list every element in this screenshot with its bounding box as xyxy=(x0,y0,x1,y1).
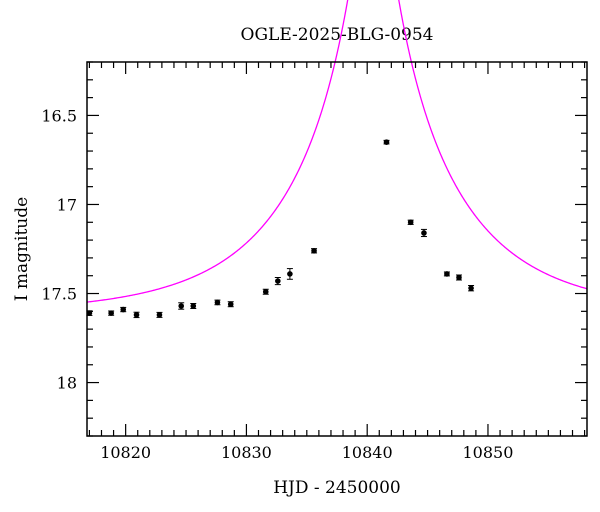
data-point xyxy=(156,312,163,318)
data-point xyxy=(421,230,427,236)
model-curve-group xyxy=(86,0,588,303)
data-point xyxy=(407,219,414,226)
x-tick-label: 10820 xyxy=(100,443,151,462)
y-tick-label: 18 xyxy=(57,374,77,393)
chart-title: OGLE-2025-BLG-0954 xyxy=(241,25,434,45)
data-point xyxy=(275,278,281,284)
data-point xyxy=(468,285,474,291)
data-point xyxy=(311,247,317,254)
data-point xyxy=(287,271,293,277)
y-axis-label: I magnitude xyxy=(12,197,32,301)
x-tick-label: 10850 xyxy=(463,443,514,462)
data-point xyxy=(86,310,93,316)
data-point xyxy=(120,306,127,313)
data-point xyxy=(108,310,114,316)
data-point xyxy=(262,288,269,295)
data-point xyxy=(214,299,221,306)
data-point xyxy=(456,274,462,281)
model-curve xyxy=(86,0,588,303)
axis-ticks: 10820 10830 10840 10850 16.5 17 17.5 18 xyxy=(41,61,587,462)
y-tick-label: 17.5 xyxy=(41,285,77,304)
x-tick-label: 10840 xyxy=(342,443,393,462)
plot-frame xyxy=(86,61,588,437)
data-point xyxy=(190,303,197,309)
data-point xyxy=(383,139,390,145)
data-point xyxy=(178,303,185,309)
data-points-group xyxy=(86,139,475,319)
data-point xyxy=(444,271,450,277)
y-tick-label: 16.5 xyxy=(41,106,77,125)
x-tick-label: 10830 xyxy=(221,443,272,462)
y-tick-label: 17 xyxy=(57,195,77,214)
data-point xyxy=(133,312,140,318)
x-axis-label: HJD - 2450000 xyxy=(273,478,401,498)
data-point xyxy=(227,301,234,308)
